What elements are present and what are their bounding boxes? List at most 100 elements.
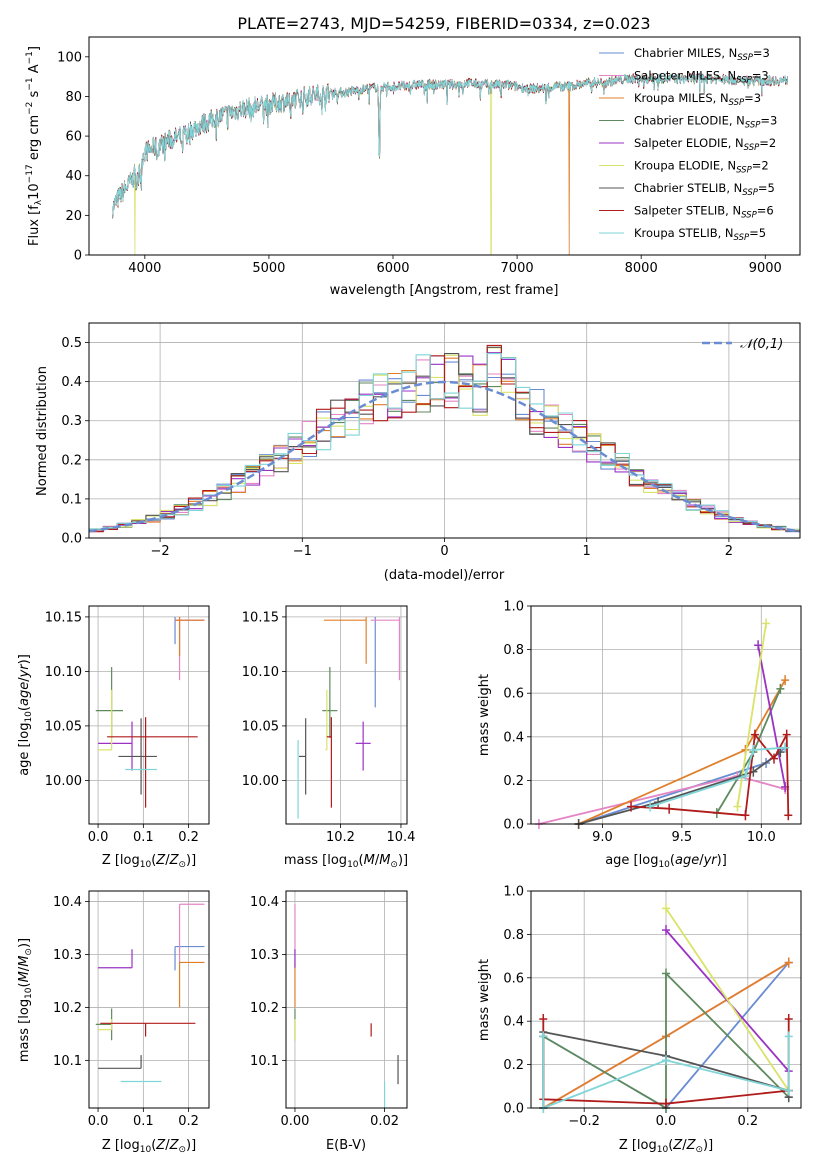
y-tick-label: 10.05 <box>45 719 82 734</box>
spectrum-lines <box>112 72 788 256</box>
massweight-vs-metallicity-ylabel: mass weight <box>477 959 492 1041</box>
normal-reference-curve <box>88 380 801 533</box>
errorbar-kroupa_miles <box>323 616 367 664</box>
legend-label-kroupa_stelib: Kroupa STELIB, NSSP=5 <box>634 226 766 243</box>
weight-line-chabrier_stelib <box>574 747 785 829</box>
normal-legend-label: 𝒩(0,1) <box>740 337 783 352</box>
y-tick-label: 100 <box>57 50 82 65</box>
x-tick-label: 0.00 <box>280 1114 309 1129</box>
x-tick-label: 10.4 <box>386 830 415 845</box>
massweight-vs-metallicity-xlabel: Z [log10(Z/Z⊙)] <box>619 1138 713 1155</box>
legend-label-kroupa_miles: Kroupa MILES, NSSP=3 <box>634 91 761 108</box>
massweight-vs-age-panel: 9.0 9.5 10.0 0.0 0.2 0.4 0.6 0.8 1.0 <box>503 600 802 845</box>
residuals-xlabel: (data-model)/error <box>384 568 505 583</box>
errorbar-salpeter_stelib <box>100 1022 196 1037</box>
age-vs-metallicity-xlabel: Z [log10(Z/Z⊙)] <box>102 853 196 870</box>
y-tick-label: 0.4 <box>503 730 524 745</box>
errorbar-salpeter_elodie <box>98 949 133 969</box>
y-tick-label: 0.8 <box>503 643 524 658</box>
y-tick-label: 10.3 <box>250 948 279 963</box>
x-tick-label: −2 <box>151 544 170 559</box>
y-tick-label: 10.2 <box>53 1001 82 1016</box>
x-tick-label: 10.2 <box>326 830 355 845</box>
errorbar-kroupa_elodie <box>98 1019 113 1031</box>
y-tick-label: 10.10 <box>45 665 82 680</box>
errorbar-kroupa_miles <box>175 616 205 657</box>
y-tick-label: 0.5 <box>61 336 82 351</box>
legend-label-chabrier_elodie: Chabrier ELODIE, NSSP=3 <box>634 114 777 131</box>
errorbar-chabrier_stelib <box>98 1055 142 1069</box>
y-tick-label: 0.0 <box>61 532 82 547</box>
age-vs-mass-panel: 10.2 10.4 10.00 10.05 10.10 10.15 <box>242 605 415 845</box>
y-tick-label: 0.4 <box>61 375 82 390</box>
massweight-vs-metallicity-panel: −0.2 0.0 0.2 0.0 0.2 0.4 0.6 0.8 1.0 <box>503 885 802 1129</box>
y-tick-label: 1.0 <box>503 600 524 615</box>
y-tick-label: 0.3 <box>61 414 82 429</box>
y-tick-label: 0.6 <box>503 971 524 986</box>
x-tick-label: 0.1 <box>133 1114 154 1129</box>
x-tick-label: 0.0 <box>88 830 109 845</box>
panel-frame <box>530 890 802 1109</box>
y-tick-label: 10.05 <box>242 719 279 734</box>
errorbar-chabrier_stelib <box>299 718 307 795</box>
y-tick-label: 80 <box>65 90 82 105</box>
x-tick-label: 10.0 <box>747 830 776 845</box>
weight-line-salpeter_stelib <box>627 729 793 821</box>
y-tick-label: 0.1 <box>61 492 82 507</box>
errorbar-salpeter_stelib <box>326 717 332 808</box>
y-tick-label: 20 <box>65 209 82 224</box>
y-tick-label: 10.10 <box>242 665 279 680</box>
y-tick-label: 0 <box>74 249 82 264</box>
errorbar-salpeter_miles <box>370 616 401 681</box>
spectrum-xlabel: wavelength [Angstrom, rest frame] <box>330 283 559 298</box>
y-tick-label: 0.2 <box>503 774 524 789</box>
legend-label-salpeter_stelib: Salpeter STELIB, NSSP=6 <box>634 204 774 221</box>
spectrum-line-kroupa_stelib <box>112 73 788 218</box>
x-tick-label: 9000 <box>749 261 782 276</box>
spectrum-title: PLATE=2743, MJD=54259, FIBERID=0334, z=0… <box>237 14 650 33</box>
spectrum-axes: 4000 5000 6000 7000 8000 9000 0 20 40 60 80 100 <box>57 50 782 276</box>
x-tick-label: 0.0 <box>656 1114 677 1129</box>
x-tick-label: −0.2 <box>568 1114 600 1129</box>
y-tick-label: 60 <box>65 130 82 145</box>
panel-frame <box>530 605 802 825</box>
y-tick-label: 10.3 <box>53 948 82 963</box>
massweight-vs-age-ylabel: mass weight <box>477 674 492 756</box>
age-vs-metallicity-ylabel: age [log10(age/yr)] <box>17 654 34 776</box>
y-tick-label: 0.8 <box>503 928 524 943</box>
x-tick-label: 9.5 <box>672 830 693 845</box>
y-tick-label: 10.15 <box>242 610 279 625</box>
y-tick-label: 0.0 <box>503 818 524 833</box>
x-tick-label: 0 <box>440 544 448 559</box>
age-vs-metallicity-panel: 0.0 0.1 0.2 10.00 10.05 10.10 10.15 <box>45 605 210 845</box>
y-tick-label: 1.0 <box>503 885 524 900</box>
mass-vs-metallicity-xlabel: Z [log10(Z/Z⊙)] <box>102 1138 196 1155</box>
legend-label-salpeter_elodie: Salpeter ELODIE, NSSP=2 <box>634 136 776 153</box>
x-tick-label: 6000 <box>376 261 409 276</box>
legend-label-salpeter_miles: Salpeter MILES, NSSP=3 <box>634 69 769 86</box>
spectrum-ylabel: Flux [fλ10−17 erg cm−2 s−1 A−1] <box>25 46 44 246</box>
spectrum-panel: PLATE=2743, MJD=54259, FIBERID=0334, z=0… <box>25 14 801 298</box>
x-tick-label: 2 <box>725 544 733 559</box>
x-tick-label: 8000 <box>625 261 658 276</box>
weight-line-chabrier_elodie <box>712 683 785 819</box>
age-vs-mass-xlabel: mass [log10(M/M⊙)] <box>284 853 408 870</box>
panel-frame <box>88 605 210 825</box>
residuals-ylabel: Normed distribution <box>35 366 50 496</box>
y-tick-label: 0.6 <box>503 687 524 702</box>
errorbar-chabrier_stelib <box>118 718 157 795</box>
mass-vs-metallicity-panel: 0.0 0.1 0.2 10.1 10.2 10.3 10.4 <box>53 890 210 1129</box>
errorbar-kroupa_elodie <box>98 689 113 751</box>
x-tick-label: 5000 <box>252 261 285 276</box>
x-tick-label: 0.1 <box>133 830 154 845</box>
x-tick-label: 0.2 <box>178 830 199 845</box>
y-tick-label: 0.4 <box>503 1015 524 1030</box>
errorbar-chabrier_elodie <box>322 667 338 738</box>
errorbar-chabrier_elodie <box>95 667 123 738</box>
residuals-frame <box>88 322 801 539</box>
weight-line-salpeter_elodie <box>754 640 790 792</box>
mass-vs-ebv-panel: 0.00 0.02 10.1 10.2 10.3 10.4 <box>250 890 408 1129</box>
errorbar-kroupa_elodie <box>325 689 328 751</box>
x-tick-label: 4000 <box>128 261 161 276</box>
